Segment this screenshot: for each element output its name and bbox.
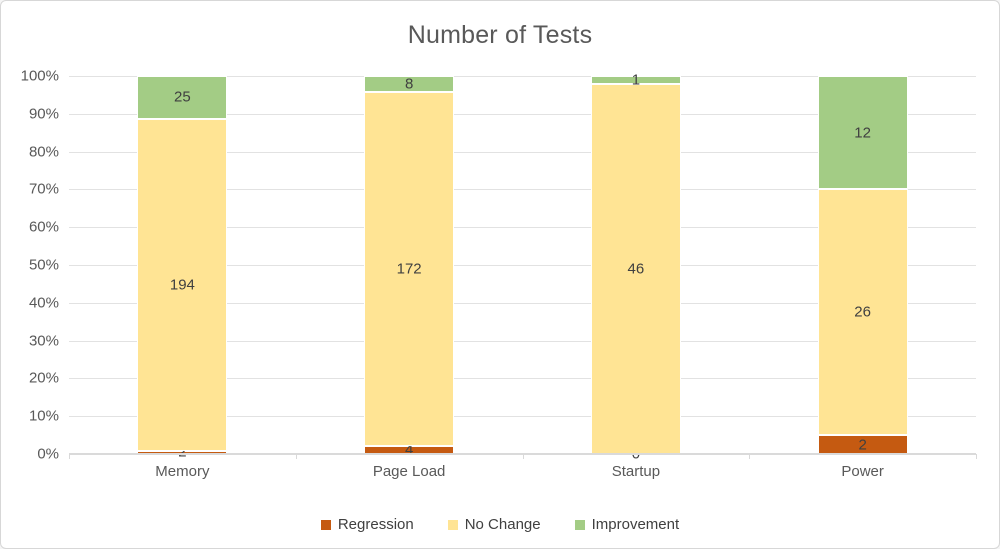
y-axis: 100% 90% 80% 70% 60% 50% 40% 30% 20% 10% 0% (1, 68, 59, 463)
x-axis-tick (522, 454, 524, 459)
y-tick-label: 70% (28, 180, 59, 198)
segment-regression (817, 435, 908, 454)
y-tick-label: 90% (28, 105, 59, 123)
gridline (69, 265, 976, 266)
legend-item-regression: Regression (320, 516, 414, 533)
stacked-bar: 219425 (137, 76, 228, 460)
bar-slot-memory: 219425 (69, 76, 296, 460)
legend-label: Improvement (591, 516, 680, 533)
y-tick-label: 20% (28, 369, 59, 387)
y-tick-label: 40% (28, 294, 59, 312)
y-tick-label: 30% (28, 332, 59, 350)
legend-label: No Change (464, 516, 541, 533)
x-axis-tick (69, 454, 70, 459)
category-labels: Memory Page Load Startup Power (69, 463, 976, 483)
segment-improvement (364, 76, 455, 93)
category-label: Memory (155, 463, 210, 480)
gridline (69, 378, 976, 380)
bar-slot-startup: 0461 (523, 73, 750, 462)
category-label: Startup (611, 463, 661, 480)
segment-improvement (137, 76, 228, 119)
gridline (69, 151, 976, 153)
legend-swatch (574, 519, 585, 530)
gridline (69, 227, 976, 229)
segment-no-change (817, 189, 908, 436)
x-axis-tick (749, 454, 751, 459)
y-tick-label: 80% (28, 143, 59, 161)
gridline (69, 416, 976, 418)
segment-no-change (137, 118, 228, 451)
stacked-bar: 0461 (590, 73, 681, 462)
y-tick-label: 60% (28, 218, 59, 236)
legend-swatch (320, 519, 331, 530)
gridline (69, 189, 976, 191)
legend-label: Regression (337, 516, 414, 533)
gridline (69, 113, 976, 115)
stacked-bar: 4 172 8 (364, 76, 455, 457)
stacked-bar: 2 26 12 (817, 76, 908, 454)
category-label: Power (841, 463, 884, 480)
x-axis-tick (295, 454, 297, 459)
y-tick-label: 50% (28, 256, 59, 274)
segment-improvement (817, 76, 908, 190)
segment-no-change (364, 92, 455, 446)
bar-slot-power: 2 26 12 (749, 76, 976, 454)
y-tick-label: 10% (28, 407, 59, 425)
y-tick-label: 0% (37, 445, 59, 463)
legend-swatch (447, 519, 458, 530)
legend: Regression No Change Improvement (1, 516, 999, 533)
segment-improvement (590, 76, 681, 85)
x-axis-tick (976, 454, 977, 459)
legend-item-improvement: Improvement (574, 516, 680, 533)
gridline (69, 76, 976, 77)
gridline (69, 340, 976, 342)
chart-title: Number of Tests (407, 21, 593, 49)
legend-item-no-change: No Change (447, 516, 541, 533)
gridline (69, 302, 976, 304)
y-tick-label: 100% (20, 67, 59, 85)
category-label: Page Load (372, 463, 446, 480)
bar-slot-page-load: 4 172 8 (296, 76, 523, 457)
segment-no-change (590, 84, 681, 454)
